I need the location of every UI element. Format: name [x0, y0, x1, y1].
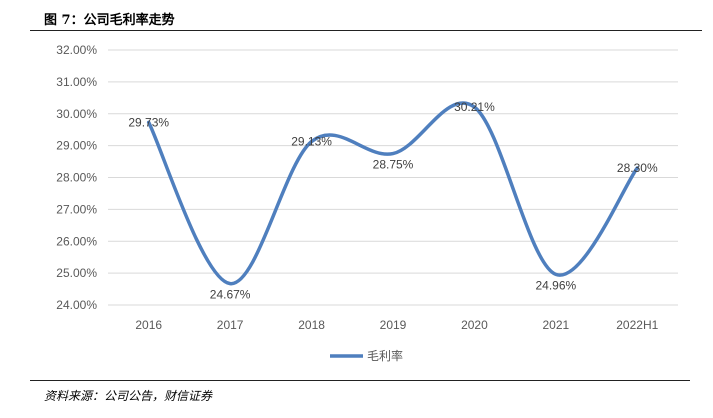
x-tick-label: 2021 — [543, 318, 570, 332]
y-tick-label: 26.00% — [56, 234, 97, 248]
data-label: 29.73% — [128, 115, 169, 129]
y-tick-label: 29.00% — [56, 139, 97, 153]
y-tick-label: 32.00% — [56, 43, 97, 57]
x-tick-label: 2020 — [461, 318, 488, 332]
data-label: 28.75% — [373, 158, 414, 172]
x-tick-label: 2018 — [298, 318, 325, 332]
y-axis-ticks: 32.00% 31.00% 30.00% 29.00% 28.00% 27.00% 26.0… — [56, 43, 97, 312]
series-line-gross-margin — [146, 101, 640, 286]
bottom-rule — [30, 380, 690, 381]
y-tick-label: 31.00% — [56, 75, 97, 89]
grid-lines — [108, 49, 678, 306]
x-axis-ticks: 2016 2017 2018 2019 2020 2021 2022H1 — [135, 318, 658, 332]
x-tick-label: 2022H1 — [616, 318, 658, 332]
y-tick-label: 28.00% — [56, 171, 97, 185]
top-rule — [30, 30, 702, 31]
data-labels: 29.73% 24.67% 29.13% 28.75% 30.21% 24.96% 28.3… — [128, 100, 658, 302]
y-tick-label: 30.00% — [56, 107, 97, 121]
y-tick-label: 24.00% — [56, 298, 97, 312]
data-label: 29.13% — [291, 134, 332, 148]
source-note: 资料来源：公司公告，财信证券 — [44, 389, 213, 403]
y-tick-label: 27.00% — [56, 202, 97, 216]
data-label: 30.21% — [454, 100, 495, 114]
y-tick-label: 25.00% — [56, 266, 97, 280]
x-tick-label: 2017 — [217, 318, 244, 332]
figure-title: 图 7：公司毛利率走势 — [44, 13, 175, 28]
x-tick-label: 2019 — [380, 318, 407, 332]
legend: 毛利率 — [330, 348, 403, 363]
data-label: 28.30% — [617, 161, 658, 175]
legend-label: 毛利率 — [367, 348, 403, 363]
x-tick-label: 2016 — [135, 318, 162, 332]
data-label: 24.96% — [536, 278, 577, 292]
data-label: 24.67% — [210, 288, 251, 302]
